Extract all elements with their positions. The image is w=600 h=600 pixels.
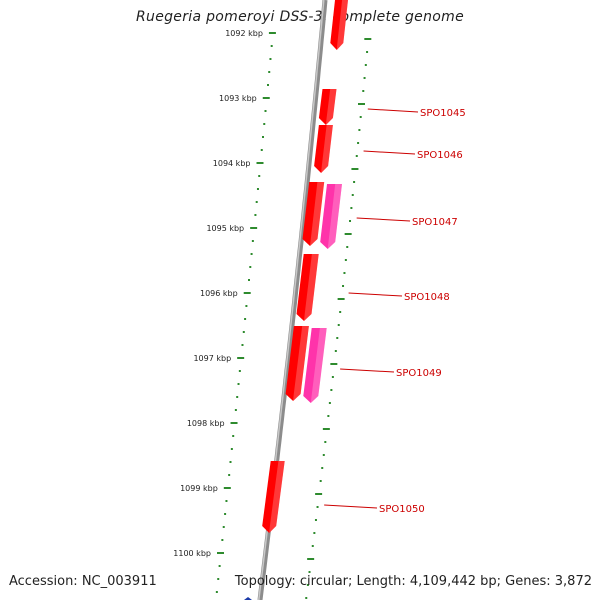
gene-leader-line	[367, 108, 419, 113]
gene-shade	[293, 326, 309, 401]
gene-shade	[304, 254, 319, 321]
gene-leader-line	[340, 368, 395, 373]
gene-shade	[269, 461, 285, 533]
gene-arrow[interactable]	[262, 461, 285, 533]
gene-arrow[interactable]	[318, 89, 337, 125]
gene-label[interactable]: SPO1045	[420, 108, 466, 119]
position-marker-icon	[244, 597, 252, 600]
genome-title: Ruegeria pomeroyi DSS-3, complete genome	[136, 9, 464, 25]
gene-leader-line	[348, 292, 403, 297]
gene-arrow[interactable]	[285, 326, 309, 401]
gene-arrow[interactable]	[320, 184, 342, 249]
kbp-label: 1094 kbp	[213, 159, 251, 168]
gene-arrow[interactable]	[330, 0, 348, 50]
genome-stats: Topology: circular; Length: 4,109,442 bp…	[234, 574, 592, 589]
gene-shade	[327, 184, 342, 249]
accession-label: Accession: NC_003911	[9, 574, 157, 589]
gene-arrow[interactable]	[302, 182, 325, 246]
gene-leader-line	[363, 150, 416, 155]
gene-label[interactable]: SPO1047	[412, 217, 458, 228]
gene-label[interactable]: SPO1050	[379, 504, 425, 515]
gene-leader-line	[356, 217, 411, 222]
kbp-label: 1095 kbp	[206, 224, 244, 233]
gene-shade	[310, 182, 325, 246]
kbp-label: 1097 kbp	[193, 354, 231, 363]
gene-arrow[interactable]	[303, 328, 327, 403]
kbp-label: 1093 kbp	[219, 94, 257, 103]
gene-label-layer: SPO1045 SPO1046 SPO1047 SPO1048 SPO1049 SPO10…	[324, 108, 466, 515]
gene-track	[262, 0, 348, 533]
kbp-label: 1092 kbp	[225, 29, 263, 38]
kbp-label: 1098 kbp	[187, 419, 225, 428]
gene-shade	[310, 328, 327, 403]
gene-label[interactable]: SPO1048	[404, 292, 450, 303]
gene-arrow[interactable]	[296, 254, 319, 321]
gene-label[interactable]: SPO1046	[417, 150, 463, 161]
kbp-label: 1096 kbp	[200, 289, 238, 298]
kbp-label: 1100 kbp	[173, 549, 211, 558]
inner-tick-track	[215, 32, 276, 593]
outer-tick-track	[305, 38, 372, 599]
kbp-label: 1099 kbp	[180, 484, 218, 493]
gene-shade	[321, 125, 333, 173]
gene-arrow[interactable]	[314, 125, 333, 173]
gene-label[interactable]: SPO1049	[396, 368, 442, 379]
gene-shade	[336, 0, 348, 50]
kbp-scale: 1092 kbp 1093 kbp 1094 kbp 1095 kbp 1096 kbp…	[173, 29, 263, 558]
gene-shade	[325, 89, 337, 125]
gene-leader-line	[324, 504, 378, 509]
